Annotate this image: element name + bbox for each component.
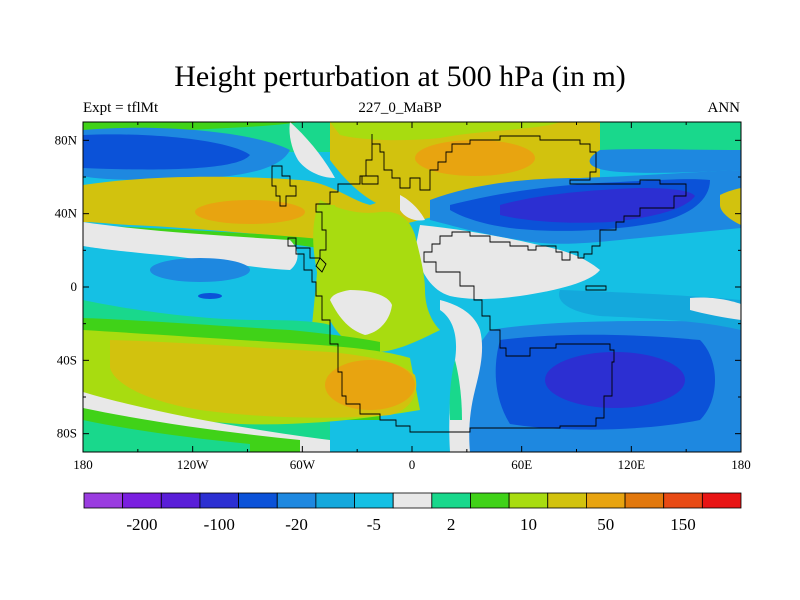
colorbar-swatch xyxy=(238,492,278,509)
case-label: 227_0_MaBP xyxy=(358,100,442,116)
colorbar-swatch xyxy=(392,492,433,509)
lat-tick-label: 0 xyxy=(71,279,78,294)
colorbar-swatch xyxy=(508,492,549,509)
colorbar-swatch xyxy=(315,492,355,509)
colorbar-swatch xyxy=(431,492,471,509)
colorbar-label: 2 xyxy=(447,515,456,534)
lat-tick-label: 40S xyxy=(57,352,77,367)
colorbar-swatch xyxy=(701,492,742,509)
continent-outline xyxy=(271,134,687,433)
colorbar-swatch xyxy=(624,492,665,509)
lat-tick-label: 80S xyxy=(57,426,77,441)
lon-tick-label: 120E xyxy=(618,457,646,472)
experiment-label: Expt = tflMt xyxy=(83,100,159,116)
colorbar-swatch xyxy=(199,492,239,509)
colorbar-label: 10 xyxy=(520,515,537,534)
colorbar-label: -20 xyxy=(285,515,308,534)
lon-tick-label: 120W xyxy=(177,457,210,472)
season-label: ANN xyxy=(707,100,741,116)
colorbar-label: -5 xyxy=(367,515,381,534)
colorbar-swatch xyxy=(354,492,394,509)
map-title: Height perturbation at 500 hPa (in m) xyxy=(174,60,626,93)
colorbar-swatch xyxy=(276,492,317,509)
colorbar-swatch xyxy=(663,492,703,509)
colorbar-label: -100 xyxy=(204,515,235,534)
colorbar-swatch xyxy=(160,492,201,509)
lon-tick-label: 0 xyxy=(409,457,416,472)
axis-tick-labels: 180 120W 60W 0 60E 120E 180 80N 40N 0 40S 80S xyxy=(55,132,751,472)
colorbar-label: -200 xyxy=(126,515,157,534)
colorbar-label: 150 xyxy=(670,515,696,534)
colorbar-swatch xyxy=(470,492,510,509)
colorbar-swatch xyxy=(122,492,162,509)
lat-tick-label: 80N xyxy=(55,132,78,147)
lon-tick-label: 60E xyxy=(511,457,532,472)
colorbar: -200 -100 -20 -5 2 10 50 150 xyxy=(83,492,742,534)
colorbar-swatch xyxy=(547,492,587,509)
lat-tick-label: 40N xyxy=(55,206,78,221)
colorbar-swatch xyxy=(83,492,124,509)
lon-tick-label: 60W xyxy=(290,457,316,472)
colorbar-label: 50 xyxy=(597,515,614,534)
contour-field xyxy=(83,122,741,452)
axis-ticks xyxy=(82,122,742,452)
lon-tick-label: 180 xyxy=(731,457,751,472)
lon-tick-label: 180 xyxy=(73,457,93,472)
colorbar-swatch xyxy=(586,492,626,509)
